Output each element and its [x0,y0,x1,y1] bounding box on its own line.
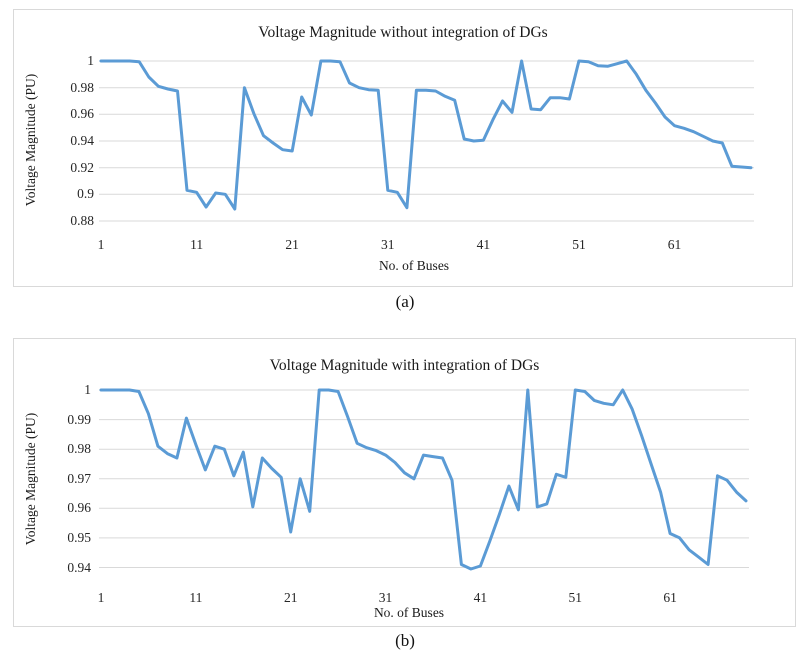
y-tick-label: 0.94 [67,559,91,575]
x-tick-label: 21 [285,237,299,252]
y-tick-label: 0.99 [67,411,91,427]
chart-title: Voltage Magnitude without integration of… [258,24,548,41]
y-tick-label: 0.92 [70,159,94,175]
x-tick-label: 51 [572,237,586,252]
x-tick-label: 11 [189,590,203,605]
x-tick-label: 1 [97,237,105,252]
x-tick-label: 41 [476,237,491,252]
voltage-magnitude-line [99,59,753,211]
y-tick-label: 1 [84,382,91,397]
x-tick-label: 61 [663,590,677,605]
y-tick-label: 0.95 [67,529,91,545]
caption-a: (a) [395,292,415,311]
voltage-magnitude-line [99,388,748,571]
line-chart-with-dg [99,388,749,571]
x-tick-label: 51 [568,590,583,605]
x-tick-label: 31 [378,590,393,605]
line-chart-without-dg [99,59,754,222]
x-tick-label: 21 [283,590,298,605]
y-tick-label: 0.9 [77,186,94,202]
y-tick-label: 0.96 [67,500,91,516]
x-tick-label: 61 [667,237,682,252]
chart-panel-without-dg: Voltage Magnitude without integration of… [13,9,793,287]
y-tick-label: 0.88 [70,213,94,228]
y-tick-label: 0.98 [67,441,91,457]
x-tick-label: 41 [473,590,488,605]
x-tick-label: 31 [381,237,395,252]
x-tick-label: 1 [97,590,105,605]
y-tick-label: 0.96 [70,106,94,122]
x-axis-label: No. of Buses [373,605,445,620]
x-tick-label: 11 [190,237,204,252]
chart-panel-with-dg: Voltage Magnitude with integration of DG… [13,338,796,627]
caption-b: (b) [395,631,415,650]
y-tick-label: 1 [87,53,94,68]
y-tick-label: 0.98 [70,79,94,95]
y-tick-label: 0.94 [70,133,94,148]
y-tick-label: 0.97 [67,470,91,486]
x-axis-label: No. of Buses [378,258,450,273]
chart-title: Voltage Magnitude with integration of DG… [269,357,540,374]
